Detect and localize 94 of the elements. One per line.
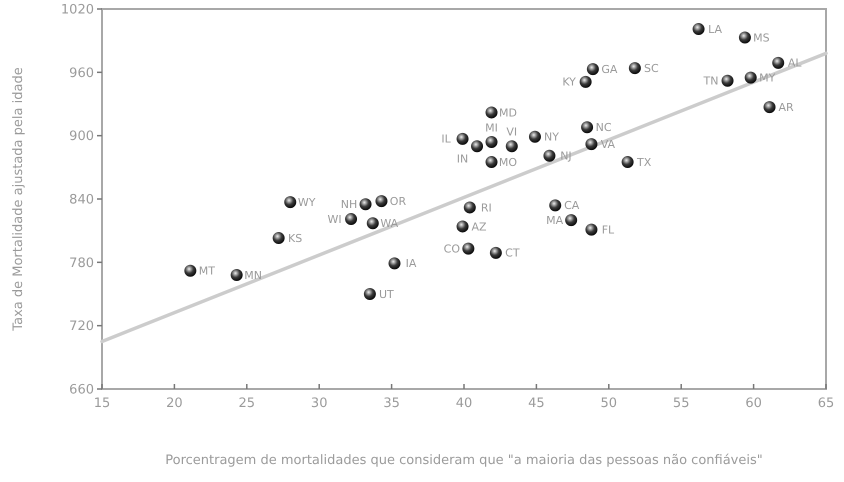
point bbox=[628, 62, 641, 74]
annotation: WI bbox=[327, 212, 342, 226]
point bbox=[490, 246, 502, 259]
annotation: OR bbox=[390, 194, 406, 208]
point bbox=[284, 196, 296, 208]
annotation: KS bbox=[288, 232, 302, 245]
y-tick-label: 1020 bbox=[60, 2, 94, 18]
annotation: SC bbox=[644, 62, 660, 75]
point bbox=[462, 242, 474, 255]
point bbox=[738, 32, 751, 44]
y-axis-title: Taxa de Mortalidade ajustada pela idade bbox=[11, 67, 26, 332]
annotation: MI bbox=[485, 121, 498, 134]
annotation: GA bbox=[601, 63, 618, 76]
point bbox=[692, 23, 705, 36]
x-tick-label: 25 bbox=[238, 396, 256, 411]
point bbox=[586, 63, 599, 76]
point bbox=[581, 121, 594, 134]
annotation: CA bbox=[564, 199, 580, 212]
point bbox=[388, 257, 400, 270]
annotation: NJ bbox=[560, 150, 572, 163]
point bbox=[184, 264, 196, 277]
annotation: IL bbox=[441, 132, 452, 146]
annotation: IN bbox=[456, 152, 468, 166]
x-tick-label: 60 bbox=[745, 396, 762, 411]
x-axis-title: Porcentragem de mortalidades que consideram que "a maioria das pessoas não confiáveis" bbox=[165, 453, 763, 468]
annotation: MT bbox=[198, 264, 216, 278]
point bbox=[456, 132, 469, 145]
point bbox=[230, 269, 243, 281]
annotation: NH bbox=[340, 198, 358, 212]
point bbox=[543, 150, 556, 162]
point bbox=[364, 288, 376, 300]
y-tick-label: 780 bbox=[69, 256, 94, 271]
x-tick-label: 20 bbox=[166, 396, 183, 411]
annotation: AL bbox=[788, 56, 802, 70]
point bbox=[764, 101, 776, 114]
x-tick-label: 30 bbox=[310, 396, 328, 411]
annotation: MD bbox=[499, 106, 517, 120]
x-tick-label: 45 bbox=[528, 396, 545, 411]
point bbox=[471, 140, 484, 152]
point bbox=[345, 213, 358, 226]
annotation: IA bbox=[406, 257, 417, 270]
x-tick-label: 40 bbox=[456, 396, 472, 411]
x-tick-label: 15 bbox=[94, 396, 110, 411]
annotation: NY bbox=[544, 130, 560, 144]
point bbox=[744, 72, 757, 84]
point bbox=[565, 214, 578, 226]
annotation: TN bbox=[702, 74, 719, 88]
y-tick-label: 660 bbox=[69, 382, 94, 398]
annotation: LA bbox=[708, 22, 723, 36]
x-tick-label: 65 bbox=[818, 396, 834, 411]
point bbox=[585, 224, 598, 236]
point bbox=[722, 74, 734, 87]
point bbox=[528, 130, 541, 143]
annotation: MN bbox=[244, 268, 262, 282]
annotation: CT bbox=[505, 246, 520, 260]
annotation: WY bbox=[298, 196, 316, 210]
x-tick-label: 35 bbox=[383, 396, 400, 411]
point bbox=[585, 138, 598, 150]
y-tick-label: 840 bbox=[69, 192, 94, 208]
annotation: MO bbox=[498, 156, 518, 169]
annotation: AR bbox=[778, 101, 794, 114]
y-tick-label: 960 bbox=[69, 66, 94, 81]
point bbox=[360, 198, 372, 210]
point bbox=[486, 136, 498, 148]
annotation: UT bbox=[378, 288, 394, 301]
point bbox=[272, 232, 285, 244]
point bbox=[580, 76, 592, 88]
point bbox=[772, 56, 784, 69]
x-tick-label: 50 bbox=[600, 396, 618, 411]
point bbox=[622, 156, 634, 168]
annotation: MS bbox=[753, 31, 770, 44]
annotation: VI bbox=[506, 126, 518, 139]
point bbox=[549, 199, 562, 212]
annotation: FL bbox=[602, 223, 616, 236]
annotation: MY bbox=[759, 71, 776, 84]
x-tick-label: 55 bbox=[672, 396, 690, 411]
y-tick-label: 720 bbox=[69, 319, 94, 334]
annotation: NC bbox=[596, 121, 612, 134]
annotation: AZ bbox=[472, 220, 488, 234]
point bbox=[456, 220, 469, 232]
annotation: RI bbox=[480, 201, 492, 214]
point bbox=[375, 195, 388, 208]
point bbox=[486, 106, 498, 118]
point bbox=[366, 217, 379, 230]
annotation: MA bbox=[546, 214, 564, 227]
annotation: WA bbox=[380, 217, 399, 230]
annotation: TX bbox=[636, 156, 652, 169]
point bbox=[464, 201, 476, 214]
y-tick-label: 900 bbox=[69, 129, 94, 144]
annotation: VA bbox=[600, 138, 616, 151]
annotation: KY bbox=[562, 76, 576, 89]
point bbox=[486, 156, 498, 168]
point bbox=[506, 140, 518, 152]
annotation: CO bbox=[444, 242, 460, 256]
